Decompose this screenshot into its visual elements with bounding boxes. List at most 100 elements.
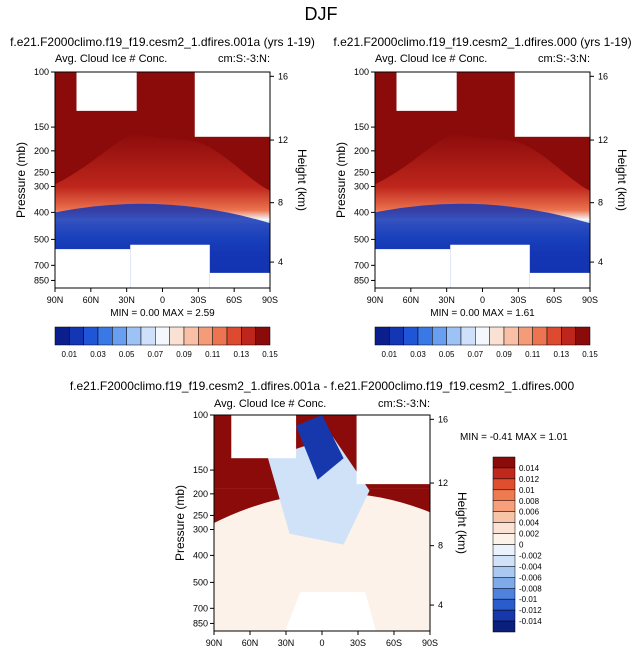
x-tick-label: 90N (47, 295, 64, 305)
colorbar-label: 0.15 (582, 350, 598, 359)
y2-tick-label: 8 (598, 198, 603, 208)
colorbar-label: 0.09 (176, 350, 192, 359)
colorbar-label: 0.006 (519, 508, 540, 517)
colorbar-swatch (83, 326, 99, 346)
y-tick-label: 850 (354, 275, 369, 285)
y2-axis-label: Height (km) (615, 149, 629, 211)
stats-text: MIN = -0.41 MAX = 1.01 (460, 432, 568, 443)
units-title: cm:S:-3:N: (218, 53, 270, 65)
colorbar-label: 0.008 (519, 497, 540, 506)
colorbar-swatch (532, 326, 548, 346)
colorbar-swatch (169, 326, 185, 346)
y-tick-label: 500 (354, 234, 369, 244)
y-tick-label: 300 (193, 524, 208, 534)
colorbar-swatch (492, 588, 516, 600)
colorbar-swatch (492, 609, 516, 622)
colorbar-label: 0.07 (468, 350, 484, 359)
x-tick-label: 90S (262, 295, 278, 305)
contour-field (375, 72, 590, 288)
y-tick-label: 700 (354, 260, 369, 270)
field-title: Avg. Cloud Ice # Conc. (214, 398, 326, 410)
colorbar-label: 0.13 (234, 350, 250, 359)
colorbar-swatch (518, 326, 533, 346)
y2-axis-label: Height (km) (295, 149, 309, 211)
contour-field (214, 415, 430, 631)
y-tick-label: 850 (193, 618, 208, 628)
units-title: cm:S:-3:N: (538, 53, 590, 65)
y-tick-label: 150 (34, 122, 49, 132)
colorbar-swatch (403, 326, 419, 346)
colorbar-swatch (183, 326, 199, 346)
y-tick-label: 850 (34, 275, 49, 285)
y-tick-label: 100 (193, 410, 208, 420)
colorbar-swatch (212, 326, 228, 346)
y-tick-label: 200 (354, 146, 369, 156)
x-tick-label: 0 (480, 295, 485, 305)
units-title: cm:S:-3:N: (378, 398, 430, 410)
colorbar-swatch (546, 326, 562, 346)
stats-text: MIN = 0.00 MAX = 1.61 (430, 308, 535, 319)
x-tick-label: 60N (83, 295, 100, 305)
colorbar-swatch (561, 326, 576, 346)
x-tick-label: 30S (510, 295, 526, 305)
x-tick-label: 60S (546, 295, 562, 305)
stats-text: MIN = 0.00 MAX = 2.59 (110, 308, 215, 319)
x-tick-label: 30S (350, 638, 366, 648)
colorbar-swatch (446, 326, 462, 346)
colorbar-swatch (503, 326, 519, 346)
colorbar-swatch (155, 326, 170, 346)
field-title: Avg. Cloud Ice # Conc. (375, 53, 487, 65)
y2-tick-label: 12 (598, 135, 608, 145)
x-tick-label: 60S (386, 638, 402, 648)
y2-tick-label: 8 (278, 198, 283, 208)
x-tick-label: 0 (160, 295, 165, 305)
x-tick-label: 90N (367, 295, 384, 305)
y2-tick-label: 4 (278, 257, 283, 267)
colorbar-label: 0.03 (410, 350, 426, 359)
colorbar-swatch (492, 467, 516, 480)
x-tick-label: 30N (118, 295, 135, 305)
contour-field (55, 72, 270, 288)
colorbar-label: 0.15 (262, 350, 278, 359)
y-tick-label: 200 (34, 146, 49, 156)
case-title: f.e21.F2000climo.f19_f19.cesm2_1.dfires.… (333, 35, 631, 49)
panel-1: f.e21.F2000climo.f19_f19.cesm2_1.dfires.… (10, 35, 315, 359)
y-tick-label: 250 (34, 167, 49, 177)
colorbar-swatch (69, 326, 84, 346)
colorbar-label: 0.002 (519, 530, 540, 539)
x-tick-label: 0 (319, 638, 324, 648)
colorbar-swatch (492, 598, 516, 611)
y2-tick-label: 16 (438, 414, 448, 424)
x-tick-label: 30N (278, 638, 295, 648)
colorbar-label: 0.01 (382, 350, 398, 359)
figure-title: DJF (305, 4, 338, 24)
colorbar-swatch (492, 511, 516, 523)
y-axis-label: Pressure (mb) (14, 142, 28, 218)
colorbar-swatch (489, 326, 505, 346)
colorbar-swatch (492, 489, 516, 501)
y2-axis-label: Height (km) (455, 492, 469, 554)
y-tick-label: 400 (34, 207, 49, 217)
colorbar-swatch (475, 326, 490, 346)
y-tick-label: 500 (193, 577, 208, 587)
colorbar-swatch (389, 326, 404, 346)
y-tick-label: 150 (354, 122, 369, 132)
colorbar-swatch (492, 522, 516, 534)
y2-tick-label: 12 (438, 478, 448, 488)
colorbar-swatch (417, 326, 433, 346)
colorbar-swatch (492, 577, 516, 589)
colorbar-swatch (226, 326, 242, 346)
y-tick-label: 100 (34, 67, 49, 77)
colorbar-swatch (97, 326, 113, 346)
colorbar-label: 0.012 (519, 475, 540, 484)
colorbar-label: 0.004 (519, 519, 540, 528)
colorbar-swatch (255, 326, 271, 346)
y-tick-label: 500 (34, 234, 49, 244)
colorbar-label: 0.05 (119, 350, 135, 359)
colorbar-label: 0.11 (205, 350, 221, 359)
colorbar-label: -0.004 (519, 562, 542, 571)
colorbar-label: 0.01 (62, 350, 78, 359)
colorbar-swatch (492, 500, 516, 512)
y-tick-label: 700 (34, 260, 49, 270)
